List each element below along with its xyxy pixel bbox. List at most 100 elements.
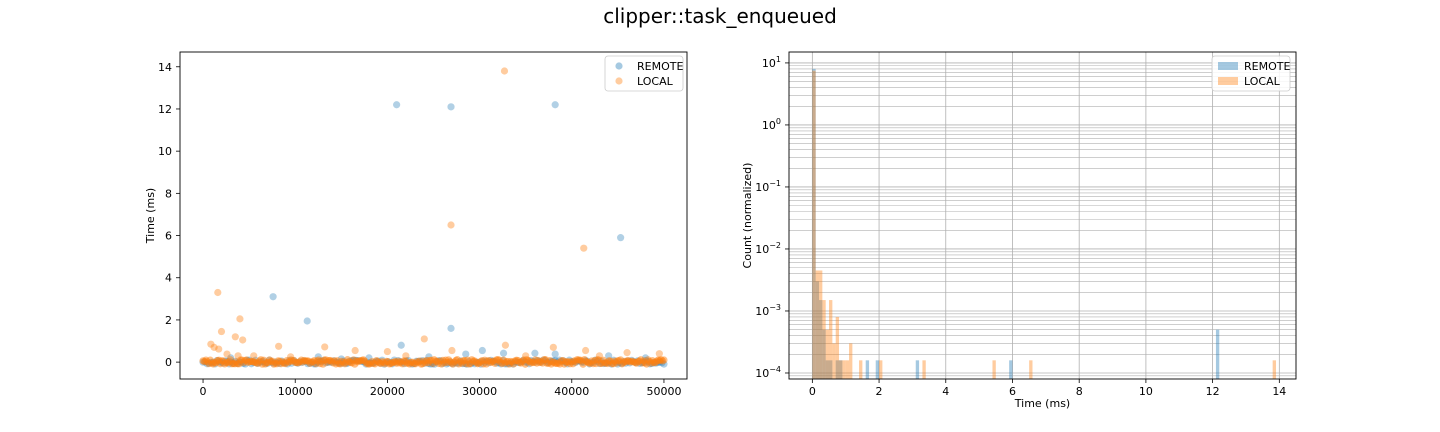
scatter-point-local — [231, 333, 239, 341]
scatter-point-local — [501, 341, 510, 349]
hist-bar-local — [812, 70, 816, 379]
hist-bar-local — [839, 360, 843, 379]
hist-bar-local — [819, 270, 823, 379]
scatter-legend-box — [604, 55, 684, 92]
hist-xtick-label: 6 — [1009, 385, 1016, 398]
hist-ytick-label: 101 — [762, 55, 781, 70]
hist-bar-local — [845, 360, 850, 379]
hist-bar-local — [842, 360, 846, 379]
scatter-xtick-label: 0 — [200, 385, 207, 398]
scatter-point-local — [595, 352, 604, 360]
hist-legend-swatch — [1218, 62, 1238, 70]
hist-ytick-label: 100 — [762, 117, 781, 132]
scatter-point-local — [549, 343, 557, 351]
scatter-point-remote — [447, 324, 455, 332]
scatter-point-local — [207, 340, 215, 348]
scatter-point-local — [217, 327, 226, 336]
hist-bar-local — [922, 360, 926, 379]
scatter-point-remote — [303, 317, 311, 325]
scatter-plot-area — [199, 67, 668, 368]
scatter-point-remote — [478, 346, 486, 355]
scatter-point-remote — [397, 341, 405, 349]
scatter-xtick-label: 20000 — [370, 385, 405, 398]
scatter-frame — [179, 51, 688, 380]
scatter-point-remote — [617, 234, 625, 242]
scatter-ytick-label: 0 — [165, 356, 172, 369]
scatter-ytick-label: 14 — [158, 61, 172, 74]
hist-ytick-label: 10−3 — [755, 303, 781, 318]
scatter-point-local — [500, 67, 509, 75]
scatter-point-local — [447, 221, 455, 229]
hist-xtick-label: 12 — [1206, 385, 1220, 398]
hist-bar-remote — [812, 68, 816, 379]
hist-xlabel: Time (ms) — [1014, 397, 1070, 410]
scatter-legend-label: LOCAL — [637, 75, 674, 88]
hist-ytick-label: 10−2 — [755, 241, 781, 256]
scatter-ytick-label: 10 — [158, 145, 172, 158]
hist-bar-remote — [1215, 329, 1220, 379]
scatter-point-local — [383, 347, 392, 356]
scatter-point-local — [402, 352, 410, 360]
scatter-point-local — [420, 335, 428, 343]
hist-bar-remote — [865, 360, 870, 379]
hist-bar-local — [822, 300, 826, 379]
hist-ytick-label: 10−1 — [755, 179, 781, 194]
hist-plot-area — [789, 52, 1296, 379]
hist-bar-local — [859, 360, 863, 379]
hist-bar-remote — [875, 360, 880, 379]
scatter-point-local — [215, 345, 223, 353]
hist-bar-local — [829, 300, 833, 379]
scatter-ytick-label: 2 — [165, 314, 172, 327]
hist-xtick-label: 2 — [876, 385, 883, 398]
hist-xtick-label: 8 — [1076, 385, 1083, 398]
hist-xtick-label: 0 — [809, 385, 816, 398]
hist-bar-local — [1272, 360, 1276, 379]
scatter-point-local — [223, 350, 231, 358]
scatter-legend-marker — [615, 77, 623, 85]
hist-xtick-label: 4 — [942, 385, 949, 398]
hist-bar-remote — [825, 360, 830, 379]
hist-bar-remote — [835, 360, 840, 379]
scatter-point-local — [522, 352, 530, 360]
hist-xtick-label: 14 — [1272, 385, 1286, 398]
hist-legend-label: LOCAL — [1244, 75, 1281, 88]
scatter-point-local — [210, 343, 218, 351]
scatter-ytick-label: 12 — [158, 103, 172, 116]
hist-bar-remote — [815, 281, 820, 379]
scatter-xtick-label: 30000 — [462, 385, 497, 398]
scatter-ytick-label: 8 — [165, 187, 172, 200]
scatter-xtick-label: 10000 — [278, 385, 313, 398]
scatter-point-remote — [531, 349, 539, 357]
hist-bar-local — [825, 329, 830, 379]
scatter-point-remote — [269, 293, 277, 301]
scatter-point-local — [214, 288, 222, 297]
scatter-point-local — [582, 346, 590, 355]
hist-ytick-label: 10−4 — [755, 365, 781, 380]
hist-legend-swatch — [1218, 77, 1238, 85]
scatter-point-local — [287, 353, 295, 361]
hist-bar-remote — [839, 360, 843, 379]
figure-title: clipper::task_enqueued — [603, 4, 837, 28]
hist-frame — [788, 51, 1297, 380]
scatter-point-local — [321, 343, 329, 351]
scatter-point-local — [448, 346, 456, 355]
scatter-point-remote — [462, 350, 470, 358]
scatter-legend-label: REMOTE — [637, 60, 683, 73]
hist-bar-remote — [829, 360, 833, 379]
scatter-point-local — [351, 346, 359, 355]
scatter-point-local — [236, 315, 244, 323]
scatter-xtick-label: 40000 — [554, 385, 589, 398]
hist-legend-label: REMOTE — [1244, 60, 1290, 73]
hist-bar-remote — [1009, 360, 1013, 379]
scatter-point-remote — [551, 350, 559, 358]
scatter-ytick-label: 4 — [165, 272, 172, 285]
scatter-point-local — [655, 350, 663, 358]
scatter-ytick-label: 6 — [165, 230, 172, 243]
hist-bar-local — [832, 343, 836, 379]
hist-xtick-label: 10 — [1139, 385, 1153, 398]
scatter-point-local — [239, 336, 247, 344]
hist-bar-local — [992, 360, 996, 379]
scatter-point-remote — [551, 101, 559, 109]
hist-bar-remote — [915, 360, 920, 379]
